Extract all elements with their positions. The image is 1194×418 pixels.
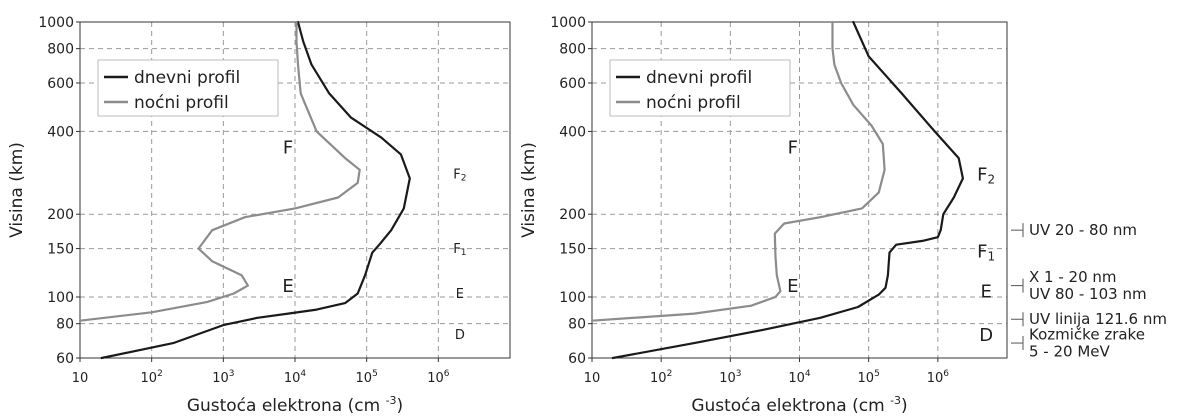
- annotation-text: X 1 - 20 nm: [1029, 268, 1117, 286]
- x-tick-label: 106: [427, 369, 450, 386]
- legend-label: dnevni profil: [134, 68, 240, 88]
- y-tick-label: 60: [568, 351, 586, 367]
- region-label: F1: [977, 241, 995, 263]
- series-line-dnevni-profil: [611, 20, 964, 360]
- x-tick-label: 105: [858, 369, 880, 386]
- x-tick-label: 102: [141, 369, 163, 386]
- legend-label: dnevni profil: [646, 68, 752, 88]
- region-label: E: [456, 287, 464, 302]
- y-tick-label: 150: [47, 242, 74, 258]
- y-tick-label: 800: [559, 42, 586, 58]
- legend: dnevni profil noćni profil: [97, 59, 279, 117]
- plot-frame: [79, 21, 511, 359]
- region-label: E: [787, 276, 798, 297]
- x-tick-label: 106: [927, 369, 950, 386]
- x-tick-label: 104: [788, 369, 811, 386]
- x-axis-label: Gustoća elektrona (cm -3): [691, 394, 907, 416]
- region-label: E: [980, 281, 991, 302]
- y-tick-label: 80: [56, 317, 74, 333]
- series-line-nocni-profil: [78, 20, 361, 322]
- y-tick-label: 200: [559, 207, 586, 223]
- x-tick-label: 105: [356, 369, 378, 386]
- annotation-text: Kozmičke zrake: [1029, 326, 1145, 344]
- region-label: D: [979, 325, 993, 346]
- annotation-text: UV 20 - 80 nm: [1029, 221, 1137, 239]
- plot-frame: [591, 21, 1008, 359]
- y-tick-label: 1000: [550, 15, 586, 31]
- chart-left: 60 80 100 150 200 400 600 800 1000 10 102 103 104 105…: [7, 15, 511, 416]
- y-tick-label: 100: [47, 290, 74, 306]
- y-tick-label: 80: [568, 317, 586, 333]
- legend: dnevni profil noćni profil: [609, 59, 791, 117]
- region-label: F2: [453, 168, 466, 184]
- region-label: D: [455, 328, 465, 343]
- y-tick-label: 400: [47, 124, 74, 140]
- legend-label: noćni profil: [646, 93, 741, 113]
- x-tick-label: 104: [284, 369, 307, 386]
- legend-box: [97, 59, 279, 117]
- annotation-text: 5 - 20 MeV: [1029, 343, 1111, 361]
- y-tick-label: 1000: [38, 15, 74, 31]
- y-tick-label: 100: [559, 290, 586, 306]
- y-tick-label: 600: [559, 76, 586, 92]
- region-label: F: [283, 138, 293, 159]
- chart-right: 60 80 100 150 200 400 600 800 1000 10 102 103 104 105…: [519, 15, 1167, 416]
- y-tick-label: 800: [47, 42, 74, 58]
- x-tick-label: 102: [650, 369, 672, 386]
- x-tick-label: 10: [584, 371, 601, 386]
- y-axis-label: Visina (km): [7, 142, 27, 238]
- x-tick-label: 103: [212, 369, 234, 386]
- y-axis-label: Visina (km): [519, 142, 539, 238]
- annotation-text: UV linija 121.6 nm: [1029, 310, 1167, 328]
- series-line-dnevni-profil: [100, 20, 411, 360]
- region-label: F2: [977, 164, 995, 186]
- y-tick-label: 600: [47, 76, 74, 92]
- series-line-nocni-profil: [590, 20, 886, 322]
- region-label: E: [282, 276, 293, 297]
- region-label: F1: [453, 242, 466, 258]
- annotation-text: UV 80 - 103 nm: [1029, 285, 1147, 303]
- x-axis-label: Gustoća elektrona (cm -3): [187, 394, 403, 416]
- y-tick-label: 60: [56, 351, 74, 367]
- x-tick-label: 10: [72, 371, 89, 386]
- legend-box: [609, 59, 791, 117]
- y-tick-label: 150: [559, 242, 586, 258]
- legend-label: noćni profil: [134, 93, 229, 113]
- y-tick-label: 400: [559, 124, 586, 140]
- y-tick-label: 200: [47, 207, 74, 223]
- x-tick-label: 103: [719, 369, 741, 386]
- region-label: F: [788, 138, 798, 159]
